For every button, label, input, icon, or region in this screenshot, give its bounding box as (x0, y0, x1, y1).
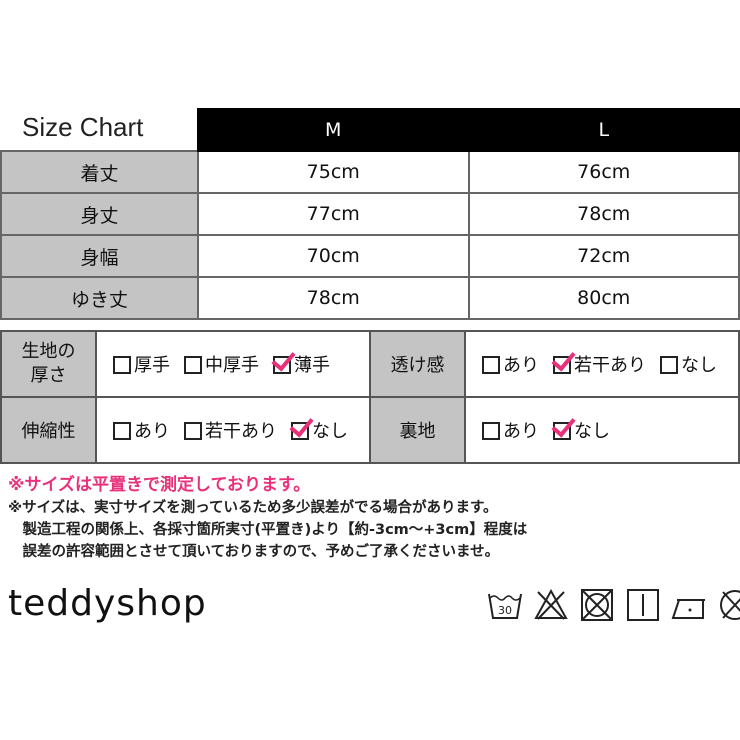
option-stretch[interactable]: 若干あり (184, 421, 277, 442)
option-label: なし (681, 355, 717, 376)
thickness-options: 厚手 中厚手 薄手 (95, 330, 371, 398)
checkmark-icon (551, 346, 576, 372)
table-row: 身丈 77cm 78cm (0, 192, 740, 236)
lining-label: 裏地 (369, 396, 466, 464)
row-label: 身丈 (0, 192, 199, 236)
cell: 75cm (197, 150, 470, 194)
sheerness-options: あり 若干あり なし (464, 330, 740, 398)
thickness-label: 生地の厚さ (0, 330, 97, 398)
checkmark-icon (551, 412, 576, 438)
cell: 72cm (467, 234, 740, 278)
table-row: 着丈 75cm 76cm (0, 150, 740, 194)
disclaimer-line: 誤差の許容範囲とさせて頂いておりますので、予めご了承くださいませ。 (8, 544, 500, 560)
size-chart-title: Size Chart (22, 112, 144, 142)
option-label: 薄手 (294, 355, 330, 376)
wash-temp: 30 (498, 604, 512, 617)
brand-logo: teddyshop (8, 583, 207, 624)
checked-checkbox-icon[interactable] (551, 346, 576, 374)
table-row: ゆき丈 78cm 80cm (0, 276, 740, 320)
row-label: 身幅 (0, 234, 199, 278)
option-label: なし (574, 421, 610, 442)
row-label: ゆき丈 (0, 276, 199, 320)
stretch-label: 伸縮性 (0, 396, 97, 464)
option-stretch[interactable]: なし (289, 412, 348, 442)
care-icons: 30 (487, 588, 740, 622)
option-label: 厚手 (134, 355, 170, 376)
cell: 76cm (467, 150, 740, 194)
disclaimer-line: 製造工程の関係上、各採寸箇所実寸(平置き)より【約-3cm～+3cm】程度は (8, 522, 528, 538)
wash-30-icon: 30 (488, 593, 522, 619)
option-sheerness[interactable]: 若干あり (551, 346, 646, 376)
option-label: あり (134, 421, 170, 442)
option-thickness[interactable]: 厚手 (113, 355, 170, 376)
option-sheerness[interactable]: なし (660, 355, 717, 376)
option-label: 若干あり (205, 421, 277, 442)
checkbox-icon[interactable] (482, 422, 500, 440)
checkmark-icon (289, 412, 314, 438)
disclaimer: ※サイズは、実寸サイズを測っているため多少誤差がでる場合があります。 製造工程の… (8, 497, 527, 563)
disclaimer-line: ※サイズは、実寸サイズを測っているため多少誤差がでる場合があります。 (8, 500, 498, 516)
cell: 78cm (467, 192, 740, 236)
stretch-options: あり 若干あり なし (95, 396, 371, 464)
checked-checkbox-icon[interactable] (551, 412, 576, 440)
sheerness-label: 透け感 (369, 330, 466, 398)
checkbox-icon[interactable] (184, 422, 202, 440)
cell: 80cm (467, 276, 740, 320)
checkbox-icon[interactable] (184, 356, 202, 374)
checkbox-icon[interactable] (660, 356, 678, 374)
checkbox-icon[interactable] (113, 356, 131, 374)
checked-checkbox-icon[interactable] (289, 412, 314, 440)
no-tumble-dry-icon (581, 589, 613, 621)
option-label: 中厚手 (205, 355, 259, 376)
no-dry-clean-icon (720, 590, 740, 620)
checkbox-icon[interactable] (482, 356, 500, 374)
checked-checkbox-icon[interactable] (271, 346, 296, 374)
option-label: 若干あり (574, 355, 646, 376)
option-label: あり (503, 421, 539, 442)
checkbox-icon[interactable] (113, 422, 131, 440)
option-label: なし (312, 421, 348, 442)
option-thickness[interactable]: 中厚手 (184, 355, 259, 376)
col-header-l: L (467, 108, 740, 152)
iron-low-icon (671, 599, 705, 619)
lining-options: あり なし (464, 396, 740, 464)
cell: 70cm (197, 234, 470, 278)
row-label: 着丈 (0, 150, 199, 194)
option-sheerness[interactable]: あり (482, 355, 539, 376)
option-stretch[interactable]: あり (113, 421, 170, 442)
option-label: あり (503, 355, 539, 376)
col-header-m: M (197, 108, 470, 152)
no-bleach-icon (534, 588, 568, 620)
option-lining[interactable]: なし (551, 412, 610, 442)
checkmark-icon (271, 346, 296, 372)
option-thickness[interactable]: 薄手 (271, 346, 330, 376)
measurement-note: ※サイズは平置きで測定しております。 (8, 475, 311, 495)
cell: 77cm (197, 192, 470, 236)
line-dry-icon (627, 589, 659, 621)
size-chart-table: M L 着丈 75cm 76cm 身丈 77cm 78cm 身幅 70cm 72cm ゆき丈… (0, 108, 740, 320)
option-lining[interactable]: あり (482, 421, 539, 442)
table-row: 身幅 70cm 72cm (0, 234, 740, 278)
fabric-attributes-table: 生地の厚さ 厚手 中厚手 薄手 透け感 あり 若干あり なし 伸縮性 あり 若干あり なし … (0, 330, 740, 464)
cell: 78cm (197, 276, 470, 320)
